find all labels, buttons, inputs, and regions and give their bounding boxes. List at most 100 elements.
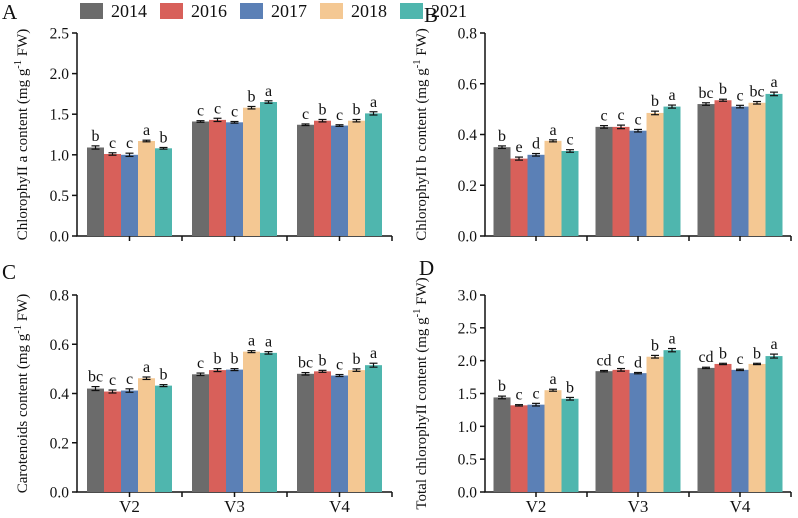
bar-C-V3-2017 <box>226 369 243 492</box>
legend-swatch-2021 <box>400 3 423 19</box>
y-axis-label: ChlorophyII a content (mg g-1 FW) <box>13 29 31 241</box>
sig-letter: b <box>651 337 659 354</box>
legend-item-2017: 2017 <box>240 1 307 21</box>
bar-D-V2-2018 <box>544 390 562 492</box>
y-tick-label: 2.0 <box>50 66 70 83</box>
y-tick-label: 3.0 <box>458 288 478 305</box>
x-category-label: V3 <box>224 497 245 516</box>
bar-C-V3-2021 <box>260 352 277 492</box>
sig-letter: c <box>336 357 343 374</box>
bar-D-V3-2014 <box>595 371 613 492</box>
y-axis-ticks: 0.0 0.5 1.0 1.5 2.0 2.5 3.0 <box>458 288 485 502</box>
significance-letters: b c ca bc c cb ac b c b a <box>92 83 378 152</box>
sig-letter: cd <box>698 349 713 366</box>
sig-letter: b <box>651 93 659 110</box>
sig-letter: c <box>634 111 641 128</box>
sig-letter: a <box>668 331 675 348</box>
legend-item-2021: 2021 <box>400 1 467 21</box>
sig-letter: a <box>370 345 377 362</box>
x-category-label: V4 <box>730 497 751 516</box>
legend-swatch-2014 <box>80 3 103 19</box>
y-tick-label: 2.5 <box>458 320 478 337</box>
y-tick-label: 0.4 <box>458 127 478 144</box>
sig-letter: b <box>319 101 327 118</box>
sig-letter: a <box>770 74 777 91</box>
bar-C-V4-2017 <box>331 375 348 492</box>
bar-C-V2-2016 <box>104 391 121 492</box>
sig-letter: c <box>231 104 238 121</box>
bar-B-V2-2018 <box>544 140 562 236</box>
sig-letter: c <box>515 387 522 404</box>
sig-letter: c <box>302 106 309 123</box>
bar-B-V2-2014 <box>493 147 511 236</box>
error-bars <box>498 91 778 161</box>
bar-B-V3-2018 <box>646 112 664 236</box>
bar-A-V3-2018 <box>243 107 260 236</box>
bar-C-V2-2021 <box>155 385 172 492</box>
sig-letter: b <box>719 81 727 98</box>
y-axis-label: Carotenoids content (mg g-1 FW) <box>13 294 31 494</box>
sig-letter: c <box>736 351 743 368</box>
bar-A-V2-2017 <box>121 154 138 236</box>
y-axis-ticks: 0.0 0.5 1.0 1.5 2.0 2.5 <box>50 26 77 246</box>
sig-letter: a <box>265 83 272 100</box>
sig-letter: a <box>668 87 675 104</box>
panel-letter-C: C <box>2 260 16 284</box>
bar-B-V2-2017 <box>527 154 545 236</box>
sig-letter: c <box>197 103 204 120</box>
y-axis-ticks: 0.0 0.2 0.4 0.6 0.8 <box>50 288 77 502</box>
sig-letter: b <box>160 367 168 384</box>
bar-C-V3-2018 <box>243 351 260 492</box>
legend-item-2016: 2016 <box>160 1 227 21</box>
error-bars <box>91 100 378 158</box>
y-tick-label: 0.2 <box>458 178 477 195</box>
chart-svg-A: A 0.0 0.5 1.0 1.5 2.0 2.5 ChlorophyII a content… <box>2 0 393 246</box>
y-tick-label: 0.6 <box>458 76 478 93</box>
bar-A-V4-2018 <box>348 120 365 236</box>
x-category-label: V3 <box>628 497 649 516</box>
legend-swatch-2016 <box>160 3 183 19</box>
bar-B-V3-2021 <box>663 106 681 237</box>
sig-letter: a <box>549 122 556 139</box>
y-tick-label: 0.0 <box>458 229 478 246</box>
bar-D-V4-2016 <box>714 363 732 492</box>
bar-A-V2-2014 <box>87 147 104 236</box>
bar-C-V3-2016 <box>209 370 226 492</box>
sig-letter: a <box>248 333 255 350</box>
sig-letter: c <box>126 135 133 152</box>
bar-D-V3-2017 <box>629 373 647 492</box>
y-tick-label: 0.0 <box>50 485 70 502</box>
sig-letter: b <box>214 351 222 368</box>
legend-label-2016: 2016 <box>191 1 227 21</box>
significance-letters: bc c ca bc b ba abc b c b a <box>88 333 377 389</box>
sig-letter: b <box>160 129 168 146</box>
bar-A-V3-2021 <box>260 102 277 237</box>
bar-B-V3-2014 <box>595 126 613 236</box>
bar-D-V3-2016 <box>612 369 630 492</box>
legend-item-2018: 2018 <box>320 1 387 21</box>
x-category-label: V4 <box>329 497 350 516</box>
sig-letter: d <box>634 354 642 371</box>
sig-letter: c <box>600 108 607 125</box>
sig-letter: c <box>109 372 116 389</box>
sig-letter: c <box>336 107 343 124</box>
legend-label-2018: 2018 <box>351 1 387 21</box>
bar-D-V4-2017 <box>731 369 749 492</box>
sig-letter: c <box>214 100 221 117</box>
panel-letter-D: D <box>419 259 434 280</box>
y-tick-label: 0.8 <box>458 26 478 43</box>
bar-A-V4-2017 <box>331 125 348 236</box>
y-tick-label: 0.0 <box>50 229 70 246</box>
bar-C-V4-2014 <box>297 373 314 492</box>
legend-label-2017: 2017 <box>271 1 307 21</box>
bar-D-V3-2021 <box>663 350 681 492</box>
y-tick-label: 0.2 <box>50 435 69 452</box>
bars <box>87 102 382 237</box>
bar-A-V3-2014 <box>192 121 209 236</box>
bar-B-V4-2017 <box>731 106 749 237</box>
bar-A-V4-2014 <box>297 124 314 236</box>
y-tick-label: 0.8 <box>50 288 70 305</box>
sig-letter: bc <box>698 85 713 102</box>
bar-B-V3-2016 <box>612 126 630 236</box>
